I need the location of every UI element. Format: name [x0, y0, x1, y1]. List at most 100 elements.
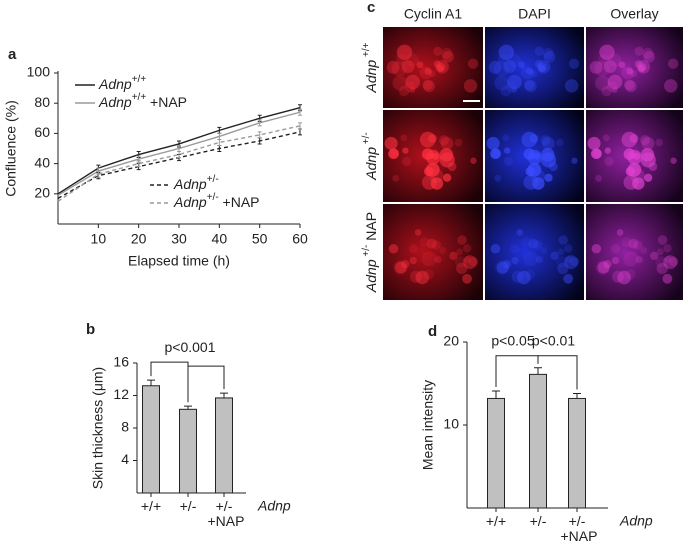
nucleus [535, 255, 544, 264]
nucleus [571, 157, 578, 164]
nucleus [656, 262, 668, 275]
nucleus [550, 251, 559, 260]
nucleus [670, 157, 677, 164]
error-bar [534, 367, 542, 375]
nucleus [655, 138, 664, 147]
nucleus [490, 148, 501, 160]
row-label: Adnp +/- [361, 132, 379, 180]
nucleus [527, 162, 542, 177]
nucleus [643, 50, 655, 63]
y-tick-label: 100 [27, 64, 51, 80]
y-tick-label: 40 [34, 154, 50, 170]
nucleus [502, 259, 512, 269]
y-axis-label: Skin thickness (μm) [90, 367, 106, 489]
nucleus [494, 174, 502, 182]
y-tick-label: 80 [34, 94, 50, 110]
nucleus [428, 69, 436, 78]
nucleus [421, 251, 437, 267]
nucleus [564, 244, 573, 253]
nucleus [541, 137, 555, 150]
significance-bracket [187, 365, 225, 403]
column-label: Overlay [610, 6, 658, 22]
nucleus [436, 62, 446, 72]
x-tick-label: 50 [252, 231, 268, 247]
legend-label: Adnp+/+ [98, 74, 146, 92]
nucleus [606, 81, 618, 93]
nucleus [503, 156, 513, 166]
nucleus [597, 261, 610, 274]
nucleus [650, 251, 659, 260]
nucleus [641, 137, 655, 150]
x-tick-label: +/+ [486, 513, 506, 529]
nucleus [423, 80, 436, 93]
nucleus [388, 243, 399, 254]
panel-label: d [428, 323, 437, 340]
nucleus [511, 256, 519, 265]
nucleus [521, 131, 538, 148]
bar [215, 397, 233, 494]
nucleus [521, 237, 532, 248]
nucleus [564, 255, 579, 270]
y-axis-label: Confluence (%) [3, 100, 19, 197]
nucleus [543, 50, 556, 63]
y-axis-label: Mean intensity [420, 380, 436, 470]
nucleus [607, 74, 623, 90]
error-bar [492, 390, 500, 399]
nucleus [462, 244, 472, 253]
nucleus [636, 60, 651, 74]
nucleus [534, 60, 543, 68]
error-bar [220, 392, 228, 398]
nucleus [431, 240, 441, 250]
nucleus [656, 248, 664, 256]
x-tick-label: 40 [212, 231, 228, 247]
y-tick-label: 4 [121, 451, 129, 467]
nucleus [599, 44, 615, 61]
nucleus [564, 79, 579, 93]
nucleus [537, 62, 547, 72]
nucleus [603, 60, 617, 73]
error-bar [298, 122, 302, 130]
nucleus [635, 255, 643, 264]
nucleus [494, 75, 510, 91]
nucleus [449, 251, 458, 260]
nucleus [440, 137, 454, 150]
annotation: p<0.01 [532, 332, 575, 348]
nucleus [642, 47, 654, 59]
nucleus [409, 256, 417, 265]
nucleus [394, 261, 407, 274]
nucleus [524, 269, 536, 280]
nucleus [506, 81, 518, 93]
y-tick-label: 60 [34, 124, 50, 140]
nucleus [392, 174, 400, 182]
nucleus [468, 257, 479, 267]
nucleus [402, 156, 412, 166]
x-note: Adnp [619, 513, 653, 529]
nucleus [396, 44, 413, 61]
nucleus [568, 58, 580, 69]
nucleus [625, 269, 636, 280]
bar [142, 385, 160, 494]
nucleus [594, 60, 611, 77]
error-bar [298, 108, 302, 116]
nucleus [433, 60, 441, 68]
nucleus [416, 61, 424, 69]
nucleus [496, 261, 509, 274]
x-tick-label: 60 [292, 231, 308, 247]
nucleus [439, 246, 447, 254]
nucleus [391, 60, 408, 77]
nucleus [524, 80, 537, 93]
nucleus [500, 85, 512, 97]
nucleus [569, 257, 580, 267]
nucleus [422, 79, 433, 91]
nucleus [591, 148, 602, 160]
nucleus [442, 173, 452, 182]
nucleus [643, 173, 653, 182]
nucleus [610, 244, 621, 254]
row-label: Adnp +/+ [361, 42, 379, 93]
nucleus [404, 81, 416, 93]
nucleus [526, 67, 533, 75]
micrograph [485, 27, 584, 108]
nucleus [667, 58, 679, 69]
nucleus [414, 229, 422, 236]
nucleus [423, 269, 434, 280]
